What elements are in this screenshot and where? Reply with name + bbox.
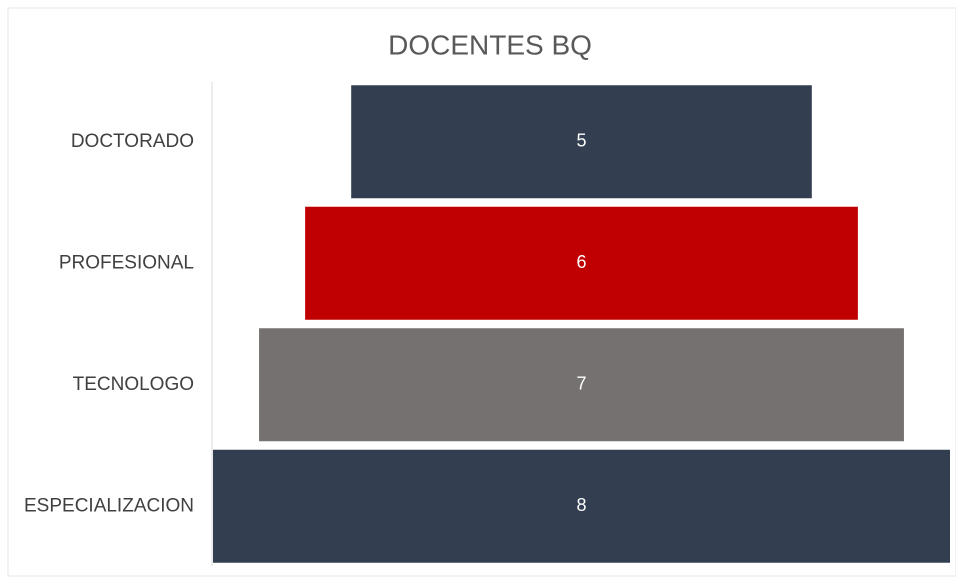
funnel-bar: [259, 328, 904, 442]
funnel-bar: [305, 206, 858, 320]
category-label: ESPECIALIZACION: [24, 495, 194, 516]
funnel-bar: [351, 85, 812, 199]
category-label: PROFESIONAL: [59, 252, 194, 273]
data-label: 7: [576, 374, 586, 394]
data-label: 8: [576, 495, 586, 515]
data-label: 5: [576, 131, 586, 151]
funnel-bar: [213, 449, 950, 563]
category-label: DOCTORADO: [71, 131, 194, 152]
data-label: 6: [576, 252, 586, 272]
category-label: TECNOLOGO: [73, 374, 194, 395]
chart-title: DOCENTES BQ: [388, 29, 592, 60]
